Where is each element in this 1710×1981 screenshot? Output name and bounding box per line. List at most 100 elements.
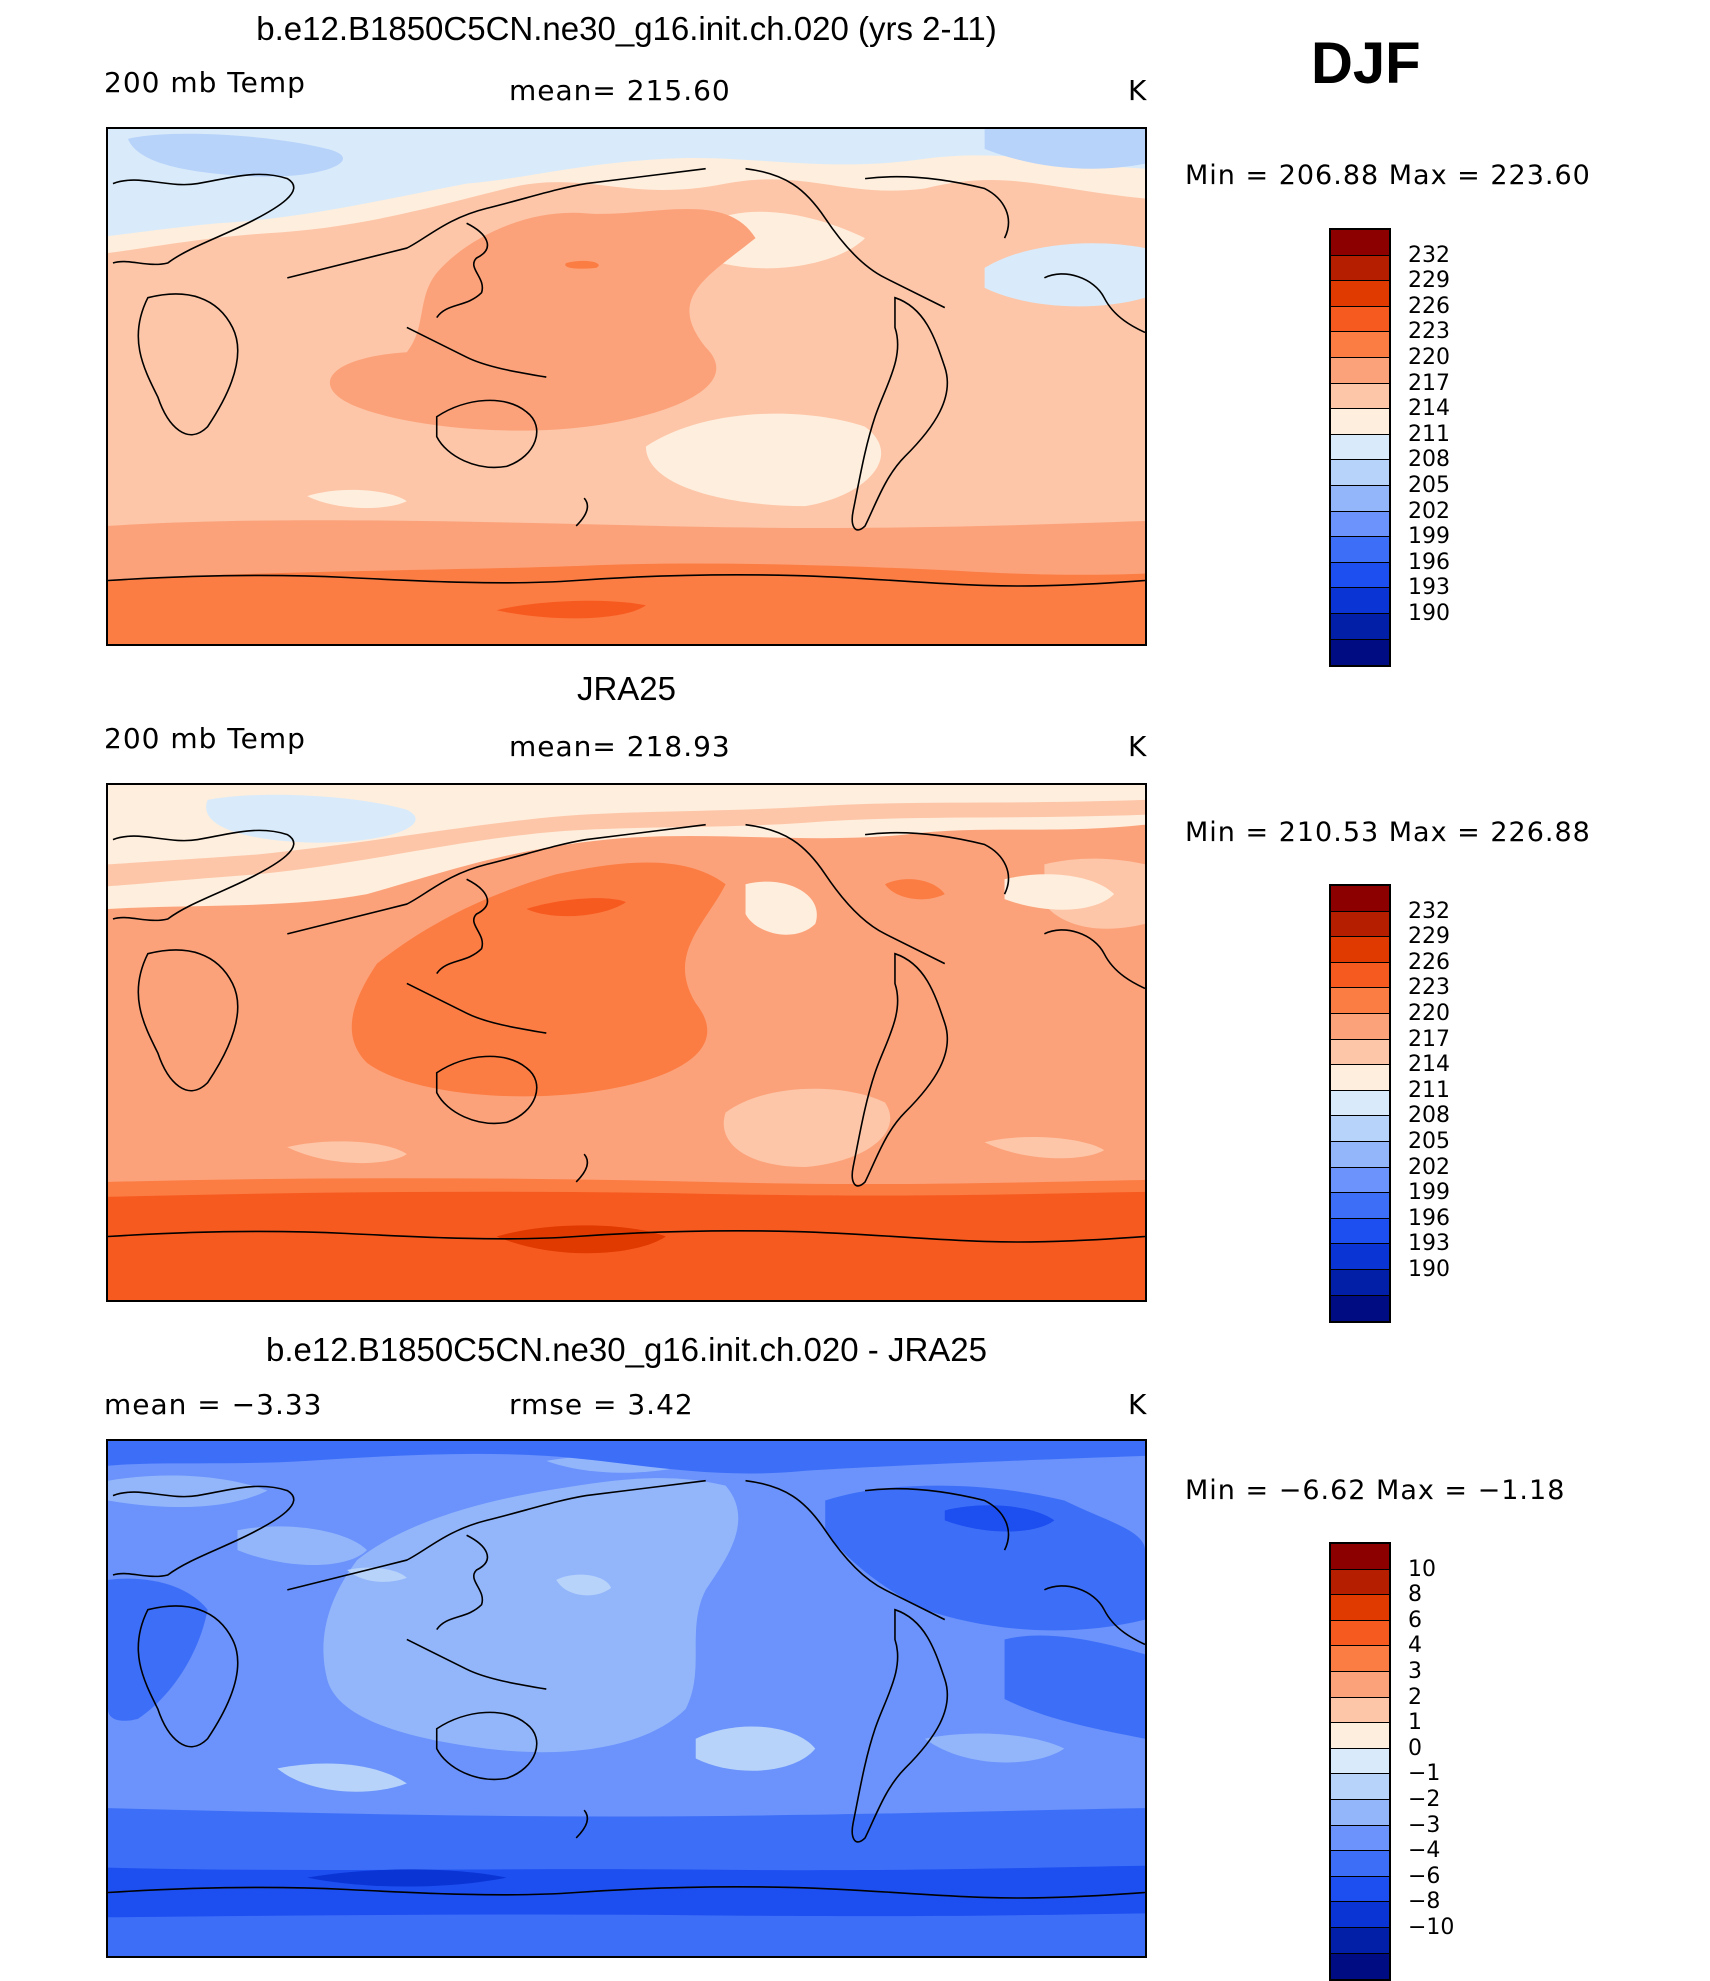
panel-3-colorbar-tick-label: −2 [1408, 1787, 1441, 1812]
panel-3-colorbar-swatch [1331, 1544, 1389, 1570]
panel-3-rmse: rmse = 3.42 [509, 1388, 694, 1421]
panel-1-contour-plot [108, 129, 1145, 644]
panel-2-colorbar-swatch [1331, 1295, 1389, 1322]
panel-2-colorbar-swatch [1331, 1218, 1389, 1245]
panel-3-colorbar-tick-label: −1 [1408, 1761, 1441, 1787]
panel-1-colorbar-tick-label: 232 [1408, 242, 1450, 268]
panel-1-colorbar-swatch [1331, 613, 1389, 640]
panel-3-colorbar-swatch [1331, 1927, 1389, 1954]
panel-1-colorbar-swatch [1331, 357, 1389, 384]
panel-3-colorbar-tick-label: 8 [1408, 1582, 1422, 1608]
panel-2-colorbar [1329, 884, 1391, 1324]
panel-3-colorbar-tick-label: 2 [1408, 1684, 1422, 1710]
panel-3-colorbar-tick-label: 1 [1408, 1710, 1422, 1736]
panel-1-colorbar-swatch [1331, 230, 1389, 256]
panel-1-colorbar-tick-label: 229 [1408, 268, 1450, 294]
panel-3-colorbar-swatch [1331, 1595, 1389, 1621]
panel-3-colorbar-tick-label: 3 [1408, 1659, 1422, 1684]
panel-3-colorbar-swatch [1331, 1851, 1389, 1877]
panel-2-colorbar-tick-label: 226 [1408, 949, 1450, 975]
panel-2-colorbar-tick-label: 208 [1408, 1103, 1450, 1129]
panel-3-colorbar-swatch [1331, 1697, 1389, 1724]
panel-2-colorbar-swatch [1331, 962, 1389, 989]
panel-1-mean: mean= 215.60 [509, 74, 731, 107]
panel-3-colorbar-tick-label: 4 [1408, 1633, 1422, 1659]
panel-1-colorbar-swatch [1331, 537, 1389, 563]
panel-3-colorbar-swatch [1331, 1799, 1389, 1826]
panel-2-colorbar-tick-label: 214 [1408, 1052, 1450, 1078]
panel-3-colorbar-swatch [1331, 1646, 1389, 1672]
panel-3-colorbar-tick-label: −6 [1408, 1863, 1441, 1889]
panel-2-colorbar-tick-label: 190 [1408, 1257, 1450, 1282]
panel-1-left-label: 200 mb Temp [104, 66, 306, 99]
panel-3-colorbar-swatch [1331, 1774, 1389, 1800]
panel-1-units: K [1128, 74, 1148, 107]
panel-2-colorbar-tick-label: 193 [1408, 1231, 1450, 1257]
panel-2-colorbar-swatch [1331, 1141, 1389, 1168]
panel-1-colorbar-tick-label: 223 [1408, 319, 1450, 345]
panel-1-colorbar-swatch [1331, 562, 1389, 589]
panel-2-colorbar-tick-label: 229 [1408, 924, 1450, 950]
panel-2-colorbar-swatch [1331, 1090, 1389, 1117]
panel-3-colorbar-tick-label: 10 [1408, 1556, 1436, 1582]
panel-1-map [106, 127, 1147, 646]
panel-1-colorbar-tick-label: 217 [1408, 370, 1450, 396]
panel-1-colorbar-tick-label: 211 [1408, 421, 1450, 447]
panel-1-colorbar-tick-label: 208 [1408, 447, 1450, 473]
panel-3-colorbar-tick-label: −4 [1408, 1838, 1441, 1864]
panel-1-colorbar-swatch [1331, 460, 1389, 486]
panel-3-colorbar-swatch [1331, 1620, 1389, 1647]
panel-1-colorbar [1329, 228, 1391, 668]
panel-1-colorbar-tick-label: 202 [1408, 498, 1450, 524]
panel-2-colorbar-tick-label: 199 [1408, 1180, 1450, 1206]
panel-3-map [106, 1439, 1147, 1958]
panel-3-units: K [1128, 1388, 1148, 1421]
panel-1-colorbar-tick-label: 205 [1408, 473, 1450, 498]
panel-1-colorbar-swatch [1331, 383, 1389, 410]
panel-1-colorbar-swatch [1331, 588, 1389, 614]
panel-3-colorbar-tick-label: 6 [1408, 1607, 1422, 1633]
panel-1-colorbar-swatch [1331, 511, 1389, 538]
panel-2-left-label: 200 mb Temp [104, 722, 306, 755]
panel-1-colorbar-swatch [1331, 306, 1389, 333]
panel-2-colorbar-swatch [1331, 988, 1389, 1014]
season-label: DJF [1311, 31, 1421, 96]
panel-2-colorbar-tick-label: 220 [1408, 1001, 1450, 1026]
panel-3-mean: mean = −3.33 [104, 1388, 323, 1421]
panel-1-colorbar-swatch [1331, 485, 1389, 512]
panel-3-colorbar-swatch [1331, 1723, 1389, 1749]
panel-2-colorbar-swatch [1331, 1065, 1389, 1091]
panel-2-colorbar-swatch [1331, 1039, 1389, 1066]
panel-1-colorbar-tick-label: 226 [1408, 293, 1450, 319]
panel-3-colorbar-swatch [1331, 1671, 1389, 1698]
panel-3-colorbar-swatch [1331, 1825, 1389, 1852]
panel-2-map [106, 783, 1147, 1302]
panel-3-colorbar-swatch [1331, 1902, 1389, 1928]
panel-2-colorbar-tick-label: 223 [1408, 975, 1450, 1001]
panel-2-colorbar-swatch [1331, 937, 1389, 963]
panel-1-colorbar-tick-label: 190 [1408, 601, 1450, 626]
panel-1-colorbar-tick-label: 196 [1408, 549, 1450, 575]
panel-3-colorbar-tick-label: −8 [1408, 1889, 1441, 1915]
panel-3-colorbar-tick-label: −3 [1408, 1812, 1441, 1838]
panel-2-minmax: Min = 210.53 Max = 226.88 [1185, 817, 1591, 848]
panel-3-colorbar-swatch [1331, 1748, 1389, 1775]
panel-2-colorbar-swatch [1331, 1167, 1389, 1194]
panel-1-colorbar-swatch [1331, 255, 1389, 282]
panel-1-colorbar-tick-label: 220 [1408, 345, 1450, 370]
panel-2-contour-plot [108, 785, 1145, 1300]
panel-3-colorbar-tick-label: 0 [1408, 1735, 1422, 1761]
panel-3-title: b.e12.B1850C5CN.ne30_g16.init.ch.020 - J… [266, 1331, 987, 1368]
panel-2-colorbar-tick-label: 211 [1408, 1077, 1450, 1103]
panel-2-title: JRA25 [576, 670, 677, 707]
panel-2-colorbar-swatch [1331, 886, 1389, 912]
panel-2-mean: mean= 218.93 [509, 730, 731, 763]
panel-3-contour-plot [108, 1441, 1145, 1956]
panel-3-colorbar-swatch [1331, 1569, 1389, 1596]
panel-2-colorbar-swatch [1331, 1269, 1389, 1296]
panel-2-colorbar-tick-label: 202 [1408, 1154, 1450, 1180]
panel-2-colorbar-tick-label: 196 [1408, 1205, 1450, 1231]
panel-3-colorbar-swatch [1331, 1953, 1389, 1980]
panel-3-colorbar-tick-label: −10 [1408, 1915, 1455, 1940]
panel-1-colorbar-swatch [1331, 434, 1389, 461]
